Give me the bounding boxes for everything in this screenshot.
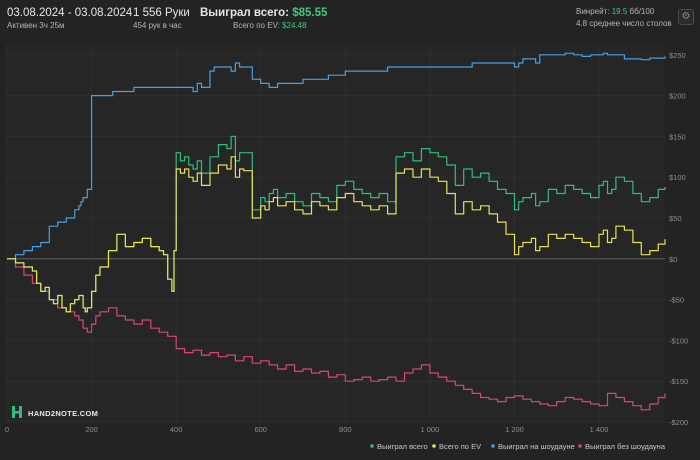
- h2n-logo-icon: [12, 406, 22, 418]
- ev-total: Всего по EV: $24.48: [200, 20, 327, 32]
- legend-item[interactable]: Выиграл на шоудауне: [491, 442, 575, 451]
- x-tick-label: 0: [5, 425, 9, 434]
- legend-label: Выиграл всего: [377, 442, 428, 451]
- plot-area: [7, 45, 665, 422]
- ev-total-value: $24.48: [282, 21, 307, 30]
- winrate-block: Винрейт: 19.5 бб/100 4.8 среднее число с…: [576, 6, 672, 30]
- winrate: Винрейт: 19.5 бб/100: [576, 6, 672, 18]
- legend-label: Выиграл на шоудауне: [498, 442, 575, 451]
- y-tick-label: -$200: [669, 418, 688, 427]
- winnings-block: Выиграл всего: $85.55 Всего по EV: $24.4…: [200, 6, 327, 32]
- x-tick-label: 1 400: [590, 425, 609, 434]
- x-tick-label: 800: [339, 425, 352, 434]
- ev-total-label: Всего по EV:: [233, 21, 280, 30]
- legend-label: Выиграл без шоудауна: [585, 442, 666, 451]
- hands-count: 1 556 Руки: [133, 7, 190, 19]
- hands-per-hour: 454 рук в час: [133, 21, 182, 30]
- series-line: [7, 52, 666, 260]
- logo-text: HAND2NOTE.COM: [28, 409, 98, 418]
- date-block: 03.08.2024 - 03.08.2024 Активен 3ч 25м: [7, 6, 132, 32]
- legend-item[interactable]: Всего по EV: [432, 442, 481, 451]
- y-tick-label: $0: [669, 255, 677, 264]
- stats-header: 03.08.2024 - 03.08.2024 Активен 3ч 25м 1…: [0, 0, 700, 40]
- y-tick-label: $50: [669, 214, 682, 223]
- y-tick-label: -$100: [669, 336, 688, 345]
- series-line: [7, 258, 666, 411]
- x-axis: 0 200 400 600 800 1 000 1 200 1 400: [5, 425, 609, 434]
- date-range[interactable]: 03.08.2024 - 03.08.2024: [7, 7, 133, 19]
- y-tick-label: -$50: [669, 296, 684, 305]
- y-tick-label: -$150: [669, 377, 688, 386]
- winrate-label: Винрейт:: [576, 7, 610, 16]
- legend: Выиграл всего Всего по EV Выиграл на шоуда…: [370, 442, 666, 451]
- y-tick-label: $200: [669, 92, 686, 101]
- y-tick-label: $150: [669, 132, 686, 141]
- legend-marker: [491, 444, 495, 448]
- legend-marker: [578, 444, 582, 448]
- active-time: Активен 3ч 25м: [7, 21, 65, 30]
- x-tick-label: 1 200: [505, 425, 524, 434]
- won-total-label: Выиграл всего:: [200, 7, 289, 19]
- legend-label: Всего по EV: [439, 442, 481, 451]
- avg-tables: 4.8 среднее число столов: [576, 19, 672, 28]
- gear-icon[interactable]: ⚙: [678, 9, 694, 25]
- x-tick-label: 400: [170, 425, 183, 434]
- won-total: Выиграл всего: $85.55: [200, 6, 327, 20]
- y-tick-label: $100: [669, 173, 686, 182]
- winrate-unit: бб/100: [629, 7, 655, 16]
- won-total-value: $85.55: [292, 7, 328, 19]
- legend-item[interactable]: Выиграл без шоудауна: [578, 442, 666, 451]
- h2n-logo: HAND2NOTE.COM: [12, 406, 98, 418]
- x-tick-label: 600: [254, 425, 267, 434]
- y-axis: $250 $200 $150 $100 $50 $0 -$50 -$100 -$150 -$200: [669, 51, 688, 427]
- winrate-value: 19.5: [611, 7, 628, 16]
- legend-marker: [370, 444, 374, 448]
- y-tick-label: $250: [669, 51, 686, 60]
- x-tick-label: 200: [85, 425, 98, 434]
- series-line: [7, 156, 666, 313]
- hands-block: 1 556 Руки 454 рук в час: [133, 6, 190, 32]
- legend-marker: [432, 444, 436, 448]
- legend-item[interactable]: Выиграл всего: [370, 442, 428, 451]
- series-lines: [7, 52, 666, 411]
- x-tick-label: 1 000: [420, 425, 439, 434]
